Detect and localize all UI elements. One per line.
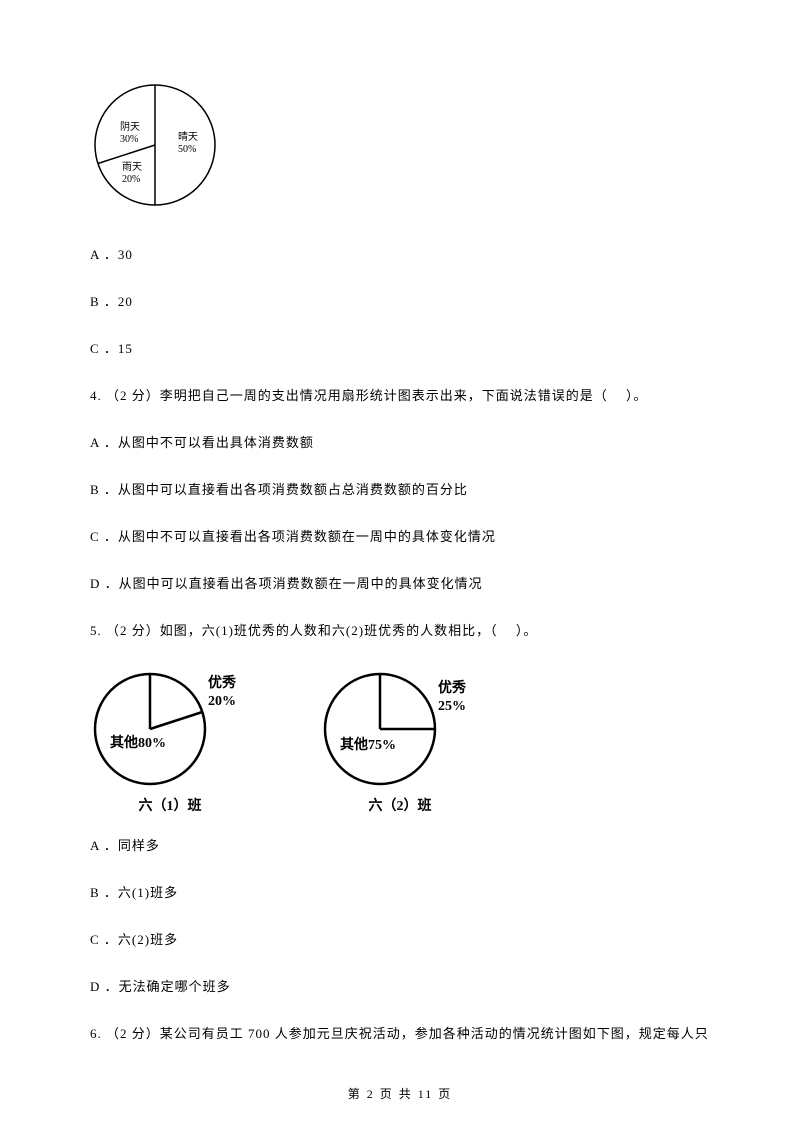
page-footer: 第 2 页 共 11 页 [0,1085,800,1102]
q4-option-a: A ．从图中不可以看出具体消费数额 [90,432,710,451]
q5-chart1: 优秀 20% 其他80% 六（1）班 [90,667,250,815]
q5-chart2: 优秀 25% 其他75% 六（2）班 [320,667,480,815]
q5-charts-row: 优秀 20% 其他80% 六（1）班 优秀 25% 其他75% 六（2）班 [90,667,710,815]
q5-option-d: D ．无法确定哪个班多 [90,976,710,995]
q3-option-b: B ．20 [90,291,710,310]
chart1-excellent-percent: 20% [208,694,236,709]
q4-option-b: B ．从图中可以直接看出各项消费数额占总消费数额的百分比 [90,479,710,498]
chart2-title: 六（2）班 [369,795,432,815]
rainy-label: 雨天 [122,162,142,173]
q3-option-a: A ．30 [90,244,710,263]
sunny-label: 晴天 [178,130,198,143]
chart2-other-label: 其他75% [340,736,396,753]
q5-option-b: B ．六(1)班多 [90,882,710,901]
q5-option-c: C ．六(2)班多 [90,929,710,948]
cloudy-label: 阴天 [120,121,140,133]
weather-pie-chart: 晴天 50% 阴天 30% 雨天 20% [90,80,710,214]
q6-text: 6. （2 分）某公司有员工 700 人参加元旦庆祝活动，参加各种活动的情况统计… [90,1023,710,1042]
q4-option-c: C ．从图中不可以直接看出各项消费数额在一周中的具体变化情况 [90,526,710,545]
chart1-excellent-label: 优秀 [208,674,237,691]
q3-option-c: C ．15 [90,338,710,357]
chart1-title: 六（1）班 [139,795,202,815]
chart2-excellent-percent: 25% [438,699,466,714]
chart1-other-label: 其他80% [110,734,166,751]
cloudy-percent: 30% [120,134,138,145]
sunny-percent: 50% [178,144,196,155]
q4-option-d: D ．从图中可以直接看出各项消费数额在一周中的具体变化情况 [90,573,710,592]
q5-text: 5. （2 分）如图，六(1)班优秀的人数和六(2)班优秀的人数相比，（ ）。 [90,620,710,639]
q4-text: 4. （2 分）李明把自己一周的支出情况用扇形统计图表示出来，下面说法错误的是（… [90,385,710,404]
chart2-excellent-label: 优秀 [438,679,467,696]
rainy-percent: 20% [122,174,140,185]
q5-option-a: A ．同样多 [90,835,710,854]
